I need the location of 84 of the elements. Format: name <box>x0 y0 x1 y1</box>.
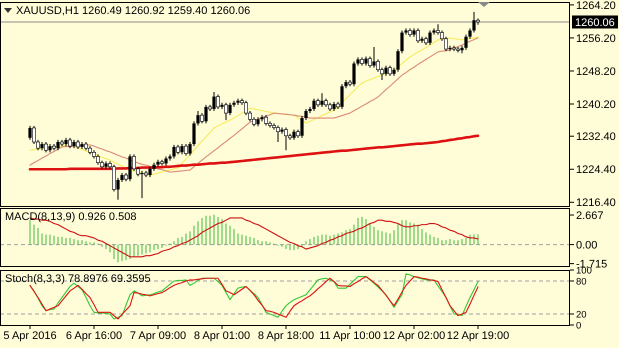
candlestick <box>164 156 168 166</box>
y-tick-label: 1232.40 <box>576 131 616 144</box>
candlestick <box>396 48 400 72</box>
x-tick-label: 12 Apr 19:00 <box>446 330 510 342</box>
candlestick <box>180 144 184 155</box>
y-tick-label: 0.00 <box>576 239 598 252</box>
y-tick-label: 1216.40 <box>576 197 616 210</box>
candlestick <box>196 110 200 126</box>
candlestick <box>168 154 172 162</box>
candlestick <box>352 60 356 87</box>
candlestick <box>260 114 264 122</box>
chart-title: MACD(8,13,9) 0.926 0.508 <box>5 211 136 223</box>
candlestick <box>88 146 92 155</box>
candlestick <box>188 141 192 156</box>
y-tick-label: 20 <box>576 309 587 320</box>
y-tick-label: 0 <box>576 320 582 332</box>
candlestick <box>280 127 284 134</box>
candlestick <box>412 28 416 38</box>
candlestick <box>364 56 368 66</box>
y-tick-label: 1240.20 <box>576 98 616 111</box>
candlestick <box>468 28 472 40</box>
x-tick-label: 7 Apr 09:00 <box>130 330 186 342</box>
candlestick <box>40 141 44 151</box>
candlestick <box>356 56 360 66</box>
y-tick-label: 1256.20 <box>576 32 616 45</box>
candlestick <box>308 106 312 114</box>
candlestick <box>72 139 76 149</box>
candlestick <box>392 67 396 76</box>
x-tick-label: 8 Apr 18:00 <box>258 330 314 342</box>
candlestick <box>236 98 240 106</box>
x-tick-label: 8 Apr 01:00 <box>194 330 250 342</box>
candlestick <box>384 65 388 76</box>
candlestick <box>28 125 32 140</box>
candlestick <box>388 65 392 76</box>
candlestick <box>400 30 404 54</box>
candlestick <box>428 30 432 46</box>
candlestick <box>300 115 304 138</box>
x-tick-label: 11 Apr 10:00 <box>319 330 381 342</box>
candlestick <box>284 127 288 151</box>
candlestick <box>312 98 316 112</box>
candlestick <box>472 11 476 34</box>
candlestick <box>404 28 408 36</box>
candlestick <box>120 172 124 183</box>
candlestick <box>48 144 52 153</box>
y-tick-label: 1248.20 <box>576 66 616 78</box>
candlestick <box>100 160 104 170</box>
candlestick <box>172 144 176 160</box>
y-tick-label: 1224.40 <box>576 164 616 176</box>
candlestick <box>212 92 216 112</box>
y-tick-label: 1264.20 <box>576 0 616 12</box>
x-tick-label: 5 Apr 2016 <box>3 330 57 342</box>
candlestick <box>292 129 296 140</box>
candlestick <box>432 28 436 36</box>
candlestick <box>324 98 328 108</box>
candlestick <box>80 141 84 150</box>
candlestick <box>128 154 132 182</box>
candlestick <box>340 84 344 110</box>
candlestick <box>332 101 336 112</box>
candlestick <box>316 98 320 108</box>
candlestick <box>344 80 348 89</box>
candlestick <box>148 166 152 178</box>
candlestick <box>64 137 68 147</box>
x-tick-label: 6 Apr 16:00 <box>66 330 122 342</box>
y-tick-label: 2.667 <box>576 210 604 222</box>
candlestick <box>104 160 108 170</box>
candlestick <box>52 144 56 151</box>
candlestick <box>232 100 236 108</box>
chart-title: Stoch(8,3,3) 78.8976 69.3595 <box>5 273 151 285</box>
candlestick <box>464 34 468 50</box>
ref-line-label: 1260.06 <box>575 16 615 29</box>
candlestick <box>56 139 60 151</box>
candlestick <box>228 102 232 116</box>
candlestick <box>152 162 156 172</box>
candlestick <box>372 46 376 68</box>
x-tick-label: 12 Apr 02:00 <box>382 330 446 342</box>
candlestick <box>320 92 324 108</box>
candlestick <box>424 36 428 46</box>
candlestick <box>204 104 208 124</box>
candlestick <box>264 114 268 126</box>
candlestick <box>304 108 308 121</box>
chart-title: XAUUSD,H1 1260.49 1260.92 1259.40 1260.06 <box>16 5 250 17</box>
y-tick-label: 80 <box>576 276 587 288</box>
candlestick <box>192 120 196 147</box>
candlestick <box>252 116 256 127</box>
